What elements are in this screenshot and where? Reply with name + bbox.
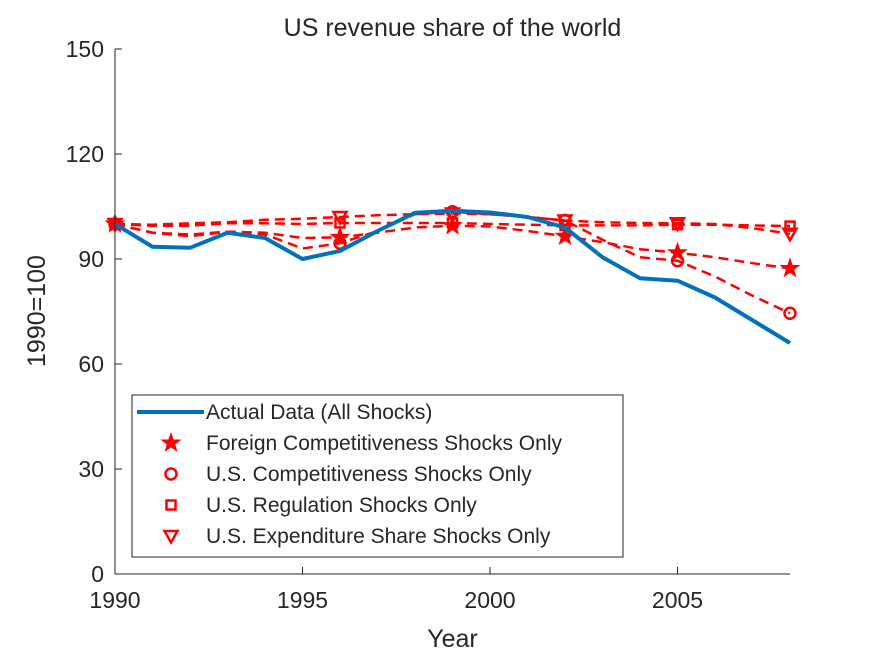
legend-box xyxy=(131,394,624,558)
chart-title: US revenue share of the world xyxy=(284,14,622,42)
data-point xyxy=(784,220,796,232)
data-point xyxy=(334,217,346,229)
y-tick-label: 30 xyxy=(78,456,104,482)
data-point xyxy=(443,207,462,223)
x-axis-label: Year xyxy=(427,625,478,653)
y-axis: 0 30 60 90 120 150 xyxy=(66,36,122,587)
y-tick-label: 0 xyxy=(91,561,104,587)
y-tick-label: 90 xyxy=(78,246,104,272)
data-point xyxy=(329,226,351,247)
legend-label: Foreign Competitiveness Shocks Only xyxy=(206,432,562,455)
data-point xyxy=(781,227,799,243)
series-4 xyxy=(106,207,799,243)
legend-marker xyxy=(165,499,177,511)
legend-entry: U.S. Expenditure Share Shocks Only xyxy=(162,525,551,548)
x-axis: 1990 1995 2000 2005 xyxy=(89,567,790,613)
series-0 xyxy=(113,208,792,345)
y-tick-label: 120 xyxy=(66,141,104,167)
legend-label: Actual Data (All Shocks) xyxy=(206,401,432,424)
legend-label: U.S. Competitiveness Shocks Only xyxy=(206,463,532,486)
data-point xyxy=(556,214,574,230)
legend-entry: Foreign Competitiveness Shocks Only xyxy=(160,431,562,455)
legend-entry: U.S. Competitiveness Shocks Only xyxy=(164,463,532,486)
legend-marker xyxy=(162,529,180,546)
data-point xyxy=(783,306,797,320)
series-line xyxy=(113,208,792,345)
legend-entry: Actual Data (All Shocks) xyxy=(137,401,432,424)
y-tick-label: 150 xyxy=(66,36,104,62)
x-tick-label: 2000 xyxy=(464,587,515,613)
legend-label: U.S. Expenditure Share Shocks Only xyxy=(206,525,551,548)
y-axis-label: 1990=100 xyxy=(23,255,51,367)
data-point xyxy=(779,257,801,278)
x-tick-label: 2005 xyxy=(652,587,703,613)
x-tick-label: 1995 xyxy=(277,587,328,613)
legend-marker xyxy=(160,431,182,452)
x-tick-label: 1990 xyxy=(89,587,140,613)
legend-entry: U.S. Regulation Shocks Only xyxy=(165,494,477,517)
data-point xyxy=(667,241,688,262)
legend-label: U.S. Regulation Shocks Only xyxy=(206,494,477,517)
legend-marker xyxy=(164,467,178,481)
series-line xyxy=(114,222,791,270)
y-tick-label: 60 xyxy=(78,351,104,377)
data-point xyxy=(670,254,685,268)
data-point xyxy=(331,210,349,227)
plot-area xyxy=(104,205,801,345)
legend: Actual Data (All Shocks) Foreign Competit… xyxy=(131,394,624,558)
series-line xyxy=(114,212,791,236)
data-point xyxy=(668,217,687,233)
